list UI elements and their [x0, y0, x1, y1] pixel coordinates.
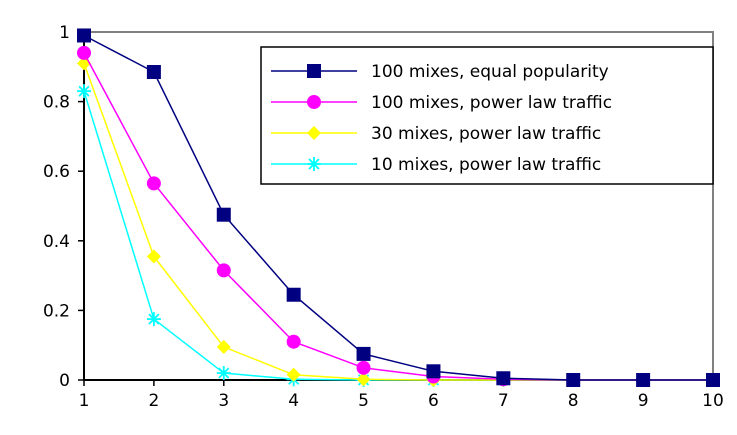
data-point: [496, 371, 511, 386]
data-point: [146, 176, 161, 191]
legend-entry: 100 mixes, equal popularity: [271, 62, 609, 82]
data-point: [706, 373, 720, 387]
legend-box: [260, 46, 714, 185]
legend-label: 100 mixes, equal popularity: [371, 62, 609, 82]
data-point: [356, 346, 371, 361]
x-tick-label: 8: [568, 391, 579, 411]
x-tick-label: 7: [498, 391, 509, 411]
data-point: [566, 373, 581, 387]
legend-marker: [307, 95, 321, 109]
data-point: [77, 84, 91, 99]
series-line: [83, 34, 713, 381]
legend-marker: [307, 157, 321, 171]
x-tick-label: 2: [148, 391, 159, 411]
x-tick-label: 3: [218, 391, 229, 411]
data-point: [77, 28, 91, 43]
legend-marker: [307, 64, 321, 78]
legend-label: 10 mixes, power law traffic: [371, 155, 601, 175]
y-tick-label: 0.4: [43, 232, 70, 252]
x-tick-label: 10: [702, 391, 724, 411]
legend-entry: 100 mixes, power law traffic: [271, 93, 612, 113]
y-tick-label: 1: [59, 23, 70, 43]
data-point: [216, 207, 231, 222]
data-point: [216, 366, 231, 381]
data-point: [356, 372, 371, 387]
data-point: [146, 312, 161, 327]
data-point: [77, 45, 91, 60]
x-tick-label: 1: [79, 391, 90, 411]
x-tick-label: 4: [288, 391, 299, 411]
data-point: [286, 367, 301, 382]
data-point: [146, 65, 161, 80]
data-point: [636, 373, 651, 387]
x-tick-label: 5: [358, 391, 369, 411]
series-group: [77, 28, 720, 387]
data-point: [356, 360, 371, 375]
data-point: [216, 339, 231, 354]
data-point: [216, 263, 231, 278]
legend-label: 30 mixes, power law traffic: [371, 124, 601, 144]
series-layer: [77, 28, 720, 387]
legend-entry: 30 mixes, power law traffic: [271, 124, 601, 144]
data-point: [286, 334, 301, 349]
y-tick-label: 0.6: [43, 162, 70, 182]
data-point: [426, 364, 441, 379]
y-tick-label: 0.2: [43, 301, 70, 321]
legend-entry: 10 mixes, power law traffic: [271, 155, 601, 175]
data-point: [286, 287, 301, 302]
y-tick-label: 0: [59, 371, 70, 391]
x-tick-label: 9: [638, 391, 649, 411]
legend: 100 mixes, equal popularity 100 mixes, po…: [260, 46, 714, 185]
data-point: [146, 249, 161, 264]
y-tick-label: 0.8: [43, 93, 70, 113]
legend-marker: [307, 126, 321, 140]
x-tick-label: 6: [428, 391, 439, 411]
legend-label: 100 mixes, power law traffic: [371, 93, 612, 113]
